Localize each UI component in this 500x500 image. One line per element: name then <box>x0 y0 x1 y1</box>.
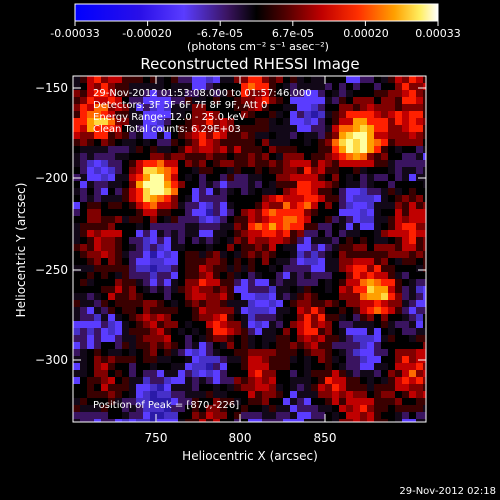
annotation-peak-position: Position of Peak = [870,-226] <box>93 400 239 411</box>
colorbar-gradient <box>74 3 439 22</box>
image-frame <box>72 75 427 423</box>
colorbar-ticks <box>74 21 439 26</box>
colorbar-tick-label: -0.00020 <box>122 27 171 40</box>
colorbar-tick-label: -0.00033 <box>50 27 99 40</box>
annotation-detectors: Detectors: 3F 5F 6F 7F 8F 9F, Att 0 <box>93 100 267 111</box>
footer-timestamp: 29-Nov-2012 02:18 <box>399 486 496 497</box>
x-axis-label: Heliocentric X (arcsec) <box>182 449 318 463</box>
y-tick-label: −300 <box>35 353 68 367</box>
colorbar: -0.00033 -0.00020 -6.7e-05 6.7e-05 0.000… <box>50 3 461 53</box>
plot-title: Reconstructed RHESSI Image <box>140 55 359 73</box>
x-tick-label: 850 <box>314 431 337 445</box>
annotation-clean-counts: Clean Total counts: 6.29E+03 <box>93 124 241 135</box>
reconstructed-image <box>73 76 426 422</box>
annotation-energy-range: Energy Range: 12.0 - 25.0 keV <box>93 112 246 123</box>
colorbar-tick-label: 0.00033 <box>415 27 461 40</box>
y-axis <box>73 87 426 361</box>
annotation-time-range: 29-Nov-2012 01:53:08.000 to 01:57:46.000 <box>93 88 312 99</box>
colorbar-tick-label: 6.7e-05 <box>272 27 314 40</box>
x-tick-label: 800 <box>229 431 252 445</box>
y-tick-label: −200 <box>35 171 68 185</box>
y-tick-label: −150 <box>35 81 68 95</box>
colorbar-unit-label: (photons cm⁻² s⁻¹ asec⁻²) <box>187 40 329 53</box>
y-axis-label: Heliocentric Y (arcsec) <box>14 183 28 318</box>
x-axis <box>155 76 326 422</box>
y-tick-label: −250 <box>35 263 68 277</box>
colorbar-tick-label: 0.00020 <box>343 27 389 40</box>
image-annotation: 29-Nov-2012 01:53:08.000 to 01:57:46.000… <box>93 88 312 411</box>
x-tick-label: 750 <box>145 431 168 445</box>
colorbar-tick-label: -6.7e-05 <box>197 27 243 40</box>
